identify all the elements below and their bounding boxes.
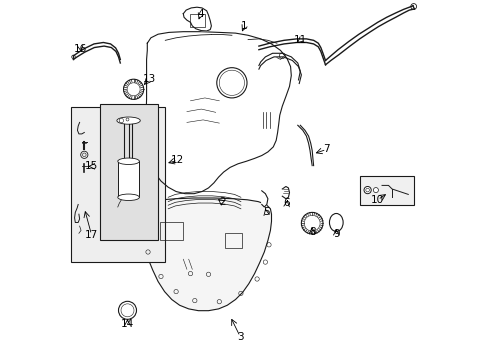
Text: 12: 12 (171, 155, 184, 165)
Text: 1: 1 (241, 21, 247, 31)
Ellipse shape (117, 117, 140, 124)
Circle shape (119, 118, 123, 123)
Circle shape (118, 301, 136, 319)
Polygon shape (261, 191, 267, 207)
Text: 14: 14 (121, 319, 134, 329)
Circle shape (373, 188, 378, 193)
Bar (360, 176, 413, 205)
Polygon shape (141, 198, 271, 311)
Bar (71, 107, 165, 262)
Text: 13: 13 (142, 74, 155, 84)
Bar (160, 222, 183, 240)
Circle shape (365, 188, 368, 192)
Text: 8: 8 (308, 227, 315, 237)
Bar (190, 14, 204, 27)
Text: 15: 15 (85, 161, 98, 171)
Polygon shape (183, 7, 211, 31)
Circle shape (301, 212, 322, 234)
Bar (224, 233, 242, 248)
Text: 2: 2 (219, 197, 225, 207)
Ellipse shape (118, 194, 139, 201)
Text: 4: 4 (197, 9, 203, 19)
Text: 7: 7 (323, 144, 329, 154)
Text: 6: 6 (283, 198, 290, 208)
Text: 9: 9 (332, 229, 339, 239)
Circle shape (127, 83, 140, 96)
Text: 17: 17 (85, 230, 98, 240)
Polygon shape (145, 32, 291, 194)
Ellipse shape (118, 158, 139, 165)
Circle shape (121, 304, 134, 317)
Text: 5: 5 (262, 207, 269, 217)
Circle shape (126, 118, 129, 121)
Bar (100, 104, 158, 240)
Text: 16: 16 (74, 44, 87, 54)
Circle shape (363, 186, 370, 194)
Text: 11: 11 (293, 35, 306, 45)
Circle shape (123, 79, 143, 99)
Ellipse shape (329, 213, 343, 231)
Bar (118, 161, 139, 197)
Text: 10: 10 (370, 195, 384, 205)
Circle shape (304, 215, 320, 231)
Text: 3: 3 (236, 332, 243, 342)
